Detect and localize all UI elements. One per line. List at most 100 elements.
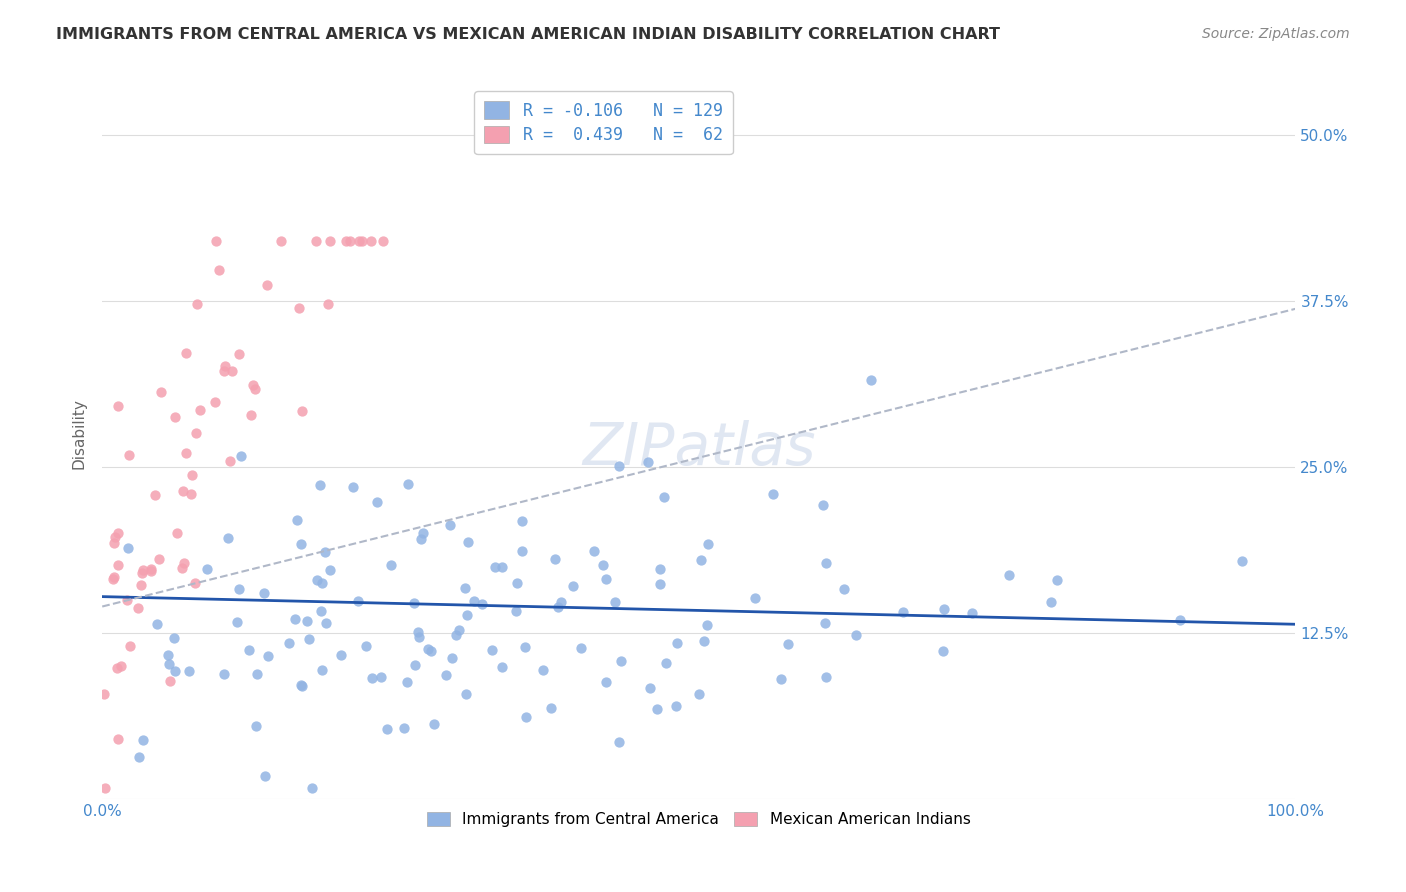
Point [814,556,837,570]
Point [335,234,357,248]
Point [547,599,569,614]
Point [607,735,630,749]
Point [607,459,630,474]
Point [311,575,333,590]
Point [845,628,868,642]
Point [356,639,378,653]
Point [422,717,444,731]
Point [370,670,392,684]
Point [146,617,169,632]
Point [110,659,132,673]
Y-axis label: Disability: Disability [72,398,86,469]
Point [342,480,364,494]
Point [491,559,513,574]
Point [416,641,439,656]
Point [319,234,342,248]
Point [117,541,139,555]
Point [569,640,592,655]
Point [330,648,353,662]
Point [205,234,228,248]
Point [315,616,337,631]
Point [769,672,792,686]
Point [610,654,633,668]
Point [295,614,318,628]
Point [204,395,226,409]
Point [253,585,276,599]
Point [318,297,340,311]
Point [650,562,672,576]
Point [761,486,783,500]
Point [456,687,478,701]
Point [242,378,264,392]
Point [226,615,249,630]
Point [165,664,187,678]
Point [377,722,399,736]
Point [270,234,292,248]
Point [1232,554,1254,568]
Point [307,573,329,587]
Point [183,576,205,591]
Point [163,410,186,425]
Text: IMMIGRANTS FROM CENTRAL AMERICA VS MEXICAN AMERICAN INDIAN DISABILITY CORRELATIO: IMMIGRANTS FROM CENTRAL AMERICA VS MEXIC… [56,27,1000,42]
Point [339,234,361,248]
Point [690,553,713,567]
Point [582,543,605,558]
Point [361,671,384,685]
Point [645,702,668,716]
Point [163,631,186,645]
Point [543,552,565,566]
Point [221,364,243,378]
Point [638,681,661,695]
Point [481,642,503,657]
Point [253,768,276,782]
Point [107,558,129,573]
Point [129,577,152,591]
Point [463,594,485,608]
Point [404,657,426,672]
Point [285,512,308,526]
Point [103,569,125,583]
Point [439,517,461,532]
Point [212,364,235,378]
Point [1168,613,1191,627]
Point [184,425,207,440]
Point [814,615,837,630]
Point [245,719,267,733]
Point [314,545,336,559]
Point [212,666,235,681]
Point [208,263,231,277]
Point [179,664,201,678]
Point [456,607,478,622]
Point [696,618,718,632]
Point [132,732,155,747]
Point [550,595,572,609]
Point [605,595,627,609]
Point [107,399,129,413]
Point [934,601,956,615]
Point [444,627,467,641]
Point [166,526,188,541]
Point [434,668,457,682]
Point [309,604,332,618]
Point [506,576,529,591]
Point [104,530,127,544]
Point [309,477,332,491]
Point [195,562,218,576]
Point [449,624,471,638]
Point [150,384,173,399]
Point [505,604,527,618]
Legend: Immigrants from Central America, Mexican American Indians: Immigrants from Central America, Mexican… [419,805,979,835]
Point [238,642,260,657]
Point [174,446,197,460]
Point [143,488,166,502]
Point [157,657,180,671]
Point [666,636,689,650]
Point [540,701,562,715]
Point [510,514,533,528]
Point [392,721,415,735]
Point [932,644,955,658]
Point [127,601,149,615]
Point [305,234,328,248]
Point [103,535,125,549]
Point [301,780,323,795]
